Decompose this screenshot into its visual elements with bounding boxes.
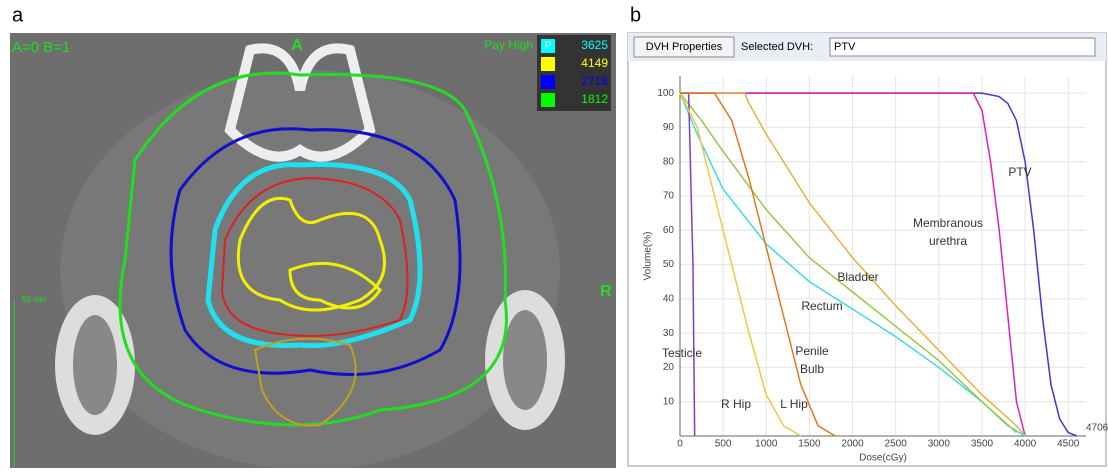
x-tick-label: 1500 bbox=[798, 439, 821, 450]
selected-dropdown[interactable] bbox=[830, 38, 1095, 56]
curve-label-line: urethra bbox=[929, 234, 967, 248]
x-tick-label: 2500 bbox=[885, 439, 908, 450]
curve-label: Testicle bbox=[662, 346, 702, 360]
legend-value: 1812 bbox=[581, 92, 608, 106]
orientation-label: R bbox=[600, 283, 612, 300]
legend-value: 2718 bbox=[581, 74, 608, 88]
curve-label-line: Penile bbox=[795, 344, 829, 358]
x-tick-label: 500 bbox=[715, 439, 732, 450]
dvh-panel bbox=[628, 33, 1106, 466]
dose-label: Pay High bbox=[484, 38, 533, 52]
legend-label: P bbox=[545, 41, 552, 52]
ct-image: A=0 B=1 A R Pay High 50 mm P 3625 4149 2718… bbox=[10, 33, 616, 468]
selected-value[interactable]: PTV bbox=[834, 41, 856, 53]
y-tick-label: 10 bbox=[663, 396, 675, 407]
overlay-text: A=0 B=1 bbox=[12, 39, 70, 56]
y-tick-label: 40 bbox=[663, 293, 675, 304]
y-tick-label: 50 bbox=[663, 259, 675, 270]
x-tick-label: 1000 bbox=[755, 439, 778, 450]
x-tick-label: 3500 bbox=[971, 439, 994, 450]
scale-label: 50 mm bbox=[22, 295, 47, 304]
figure: a b A=0 B=1 A R Pay High 50 mm P 3625 4149… bbox=[0, 0, 1108, 468]
y-tick-label: 90 bbox=[663, 122, 675, 133]
x-tick-label: 3000 bbox=[928, 439, 951, 450]
y-tick-label: 30 bbox=[663, 328, 675, 339]
legend-swatch bbox=[541, 75, 555, 89]
x-tick-label: 4706 bbox=[1086, 423, 1108, 434]
y-tick-label: 60 bbox=[663, 225, 675, 236]
y-tick-label: 80 bbox=[663, 156, 675, 167]
y-axis-label: Volume(%) bbox=[643, 232, 654, 281]
legend-swatch bbox=[541, 93, 555, 107]
x-tick-label: 0 bbox=[677, 439, 683, 450]
panel-label: b bbox=[630, 4, 641, 26]
orientation-label: A bbox=[291, 37, 303, 54]
curve-label: Bladder bbox=[837, 270, 878, 284]
legend-value: 3625 bbox=[581, 38, 608, 52]
selected-label: Selected DVH: bbox=[741, 41, 813, 53]
curve-label-line: Bulb bbox=[800, 362, 824, 376]
legend-swatch bbox=[541, 57, 555, 71]
x-tick-label: 4500 bbox=[1057, 439, 1080, 450]
curve-label: L Hip bbox=[780, 397, 808, 411]
y-tick-label: 100 bbox=[657, 88, 674, 99]
curve-label: PTV bbox=[1008, 165, 1031, 179]
y-tick-label: 70 bbox=[663, 191, 675, 202]
y-tick-label: 20 bbox=[663, 362, 675, 373]
x-tick-label: 4000 bbox=[1014, 439, 1037, 450]
x-axis-label: Dose(cGy) bbox=[859, 453, 907, 464]
bone bbox=[503, 310, 547, 410]
curve-label: R Hip bbox=[721, 397, 751, 411]
panel-label: a bbox=[12, 4, 24, 26]
curve-label-line: Membranous bbox=[913, 216, 983, 230]
bone bbox=[73, 315, 117, 415]
curve-label: Rectum bbox=[801, 299, 842, 313]
x-tick-label: 2000 bbox=[841, 439, 864, 450]
button-label[interactable]: DVH Properties bbox=[646, 41, 723, 53]
legend-value: 4149 bbox=[581, 56, 608, 70]
